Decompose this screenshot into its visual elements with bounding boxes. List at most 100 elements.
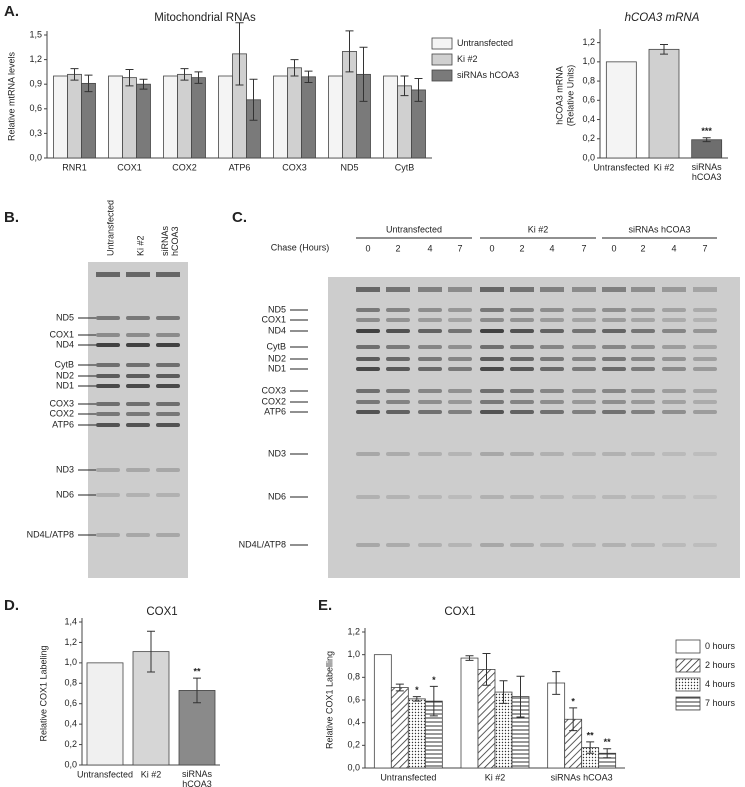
gel-band — [572, 329, 596, 333]
significance: *** — [701, 126, 712, 136]
gel-band — [572, 495, 596, 499]
gel-band — [602, 400, 626, 404]
error-bar — [345, 30, 354, 73]
gel-band — [602, 357, 626, 361]
gel-band — [356, 410, 380, 414]
y-axis-label: (Relative Units) — [565, 65, 575, 127]
chart-title: hCOA3 mRNA — [625, 12, 700, 24]
gel-band — [480, 357, 504, 361]
error-bar — [304, 70, 313, 84]
gel-band — [126, 402, 150, 406]
legend-label: 0 hours — [705, 641, 736, 651]
gel-band — [356, 400, 380, 404]
gel-band — [156, 343, 180, 347]
gel-band — [631, 400, 655, 404]
y-tick-label: 0,4 — [64, 719, 77, 729]
significance: * — [415, 685, 419, 695]
gel-band — [540, 400, 564, 404]
lane-label: 4 — [427, 243, 432, 253]
y-tick-label: 0,0 — [582, 152, 595, 162]
gel-band — [540, 357, 564, 361]
gel-band — [693, 345, 717, 349]
gel-band — [386, 287, 410, 292]
error-bar — [249, 78, 258, 121]
gel-band — [693, 400, 717, 404]
gel-band — [418, 495, 442, 499]
gel-band — [156, 533, 180, 537]
gel-band — [510, 452, 534, 456]
gel-band — [356, 287, 380, 292]
gel-band — [386, 495, 410, 499]
gel-band — [356, 543, 380, 547]
gel-band — [540, 287, 564, 292]
gel-band — [510, 318, 534, 322]
gel-band — [126, 374, 150, 378]
y-tick-label: 0,6 — [29, 103, 42, 113]
band-label: ND5 — [56, 312, 74, 322]
band-label: ND5 — [268, 304, 286, 314]
gel-band — [96, 384, 120, 388]
x-tick-label: siRNAs hCOA3 — [551, 772, 613, 782]
error-bar — [569, 707, 578, 732]
error-bar — [499, 680, 508, 704]
gel-band — [386, 389, 410, 393]
error-bar — [482, 653, 491, 686]
error-bar — [194, 71, 203, 84]
bar — [177, 73, 192, 159]
gel-band — [572, 345, 596, 349]
y-tick-label: 1,2 — [347, 626, 360, 636]
bar — [373, 654, 392, 769]
legend-swatch — [431, 53, 453, 66]
gel-band — [96, 533, 120, 537]
gel-band — [540, 543, 564, 547]
bar — [81, 82, 96, 159]
band-label: COX2 — [261, 396, 286, 406]
y-tick-label: 0,0 — [29, 152, 42, 162]
bar — [605, 61, 637, 159]
gel-band — [572, 543, 596, 547]
gel-band — [356, 329, 380, 333]
gel-band — [448, 543, 472, 547]
bar — [383, 75, 398, 159]
error-bar — [603, 748, 612, 759]
bar — [122, 77, 137, 159]
gel-band — [418, 308, 442, 312]
gel-band — [693, 543, 717, 547]
gel-band — [510, 543, 534, 547]
bar — [397, 85, 412, 159]
gel-band — [480, 329, 504, 333]
bar — [328, 75, 343, 159]
gel-band — [96, 343, 120, 347]
gel-band — [156, 272, 180, 277]
lane-label: 0 — [489, 243, 494, 253]
y-tick-label: 0,8 — [582, 75, 595, 85]
x-tick-label: siRNAs hCOA3 — [182, 769, 213, 787]
lane-label: Ki #2 — [135, 235, 145, 256]
gel-band — [602, 367, 626, 371]
gel-band — [448, 287, 472, 292]
gel-band — [510, 308, 534, 312]
gel-band — [386, 543, 410, 547]
gel-band — [156, 493, 180, 497]
y-axis-label: Relative mtRNA levels — [6, 51, 16, 141]
gel-band — [631, 345, 655, 349]
x-tick-label: ATP6 — [229, 162, 251, 172]
gel-band — [418, 543, 442, 547]
gel-band — [448, 329, 472, 333]
gel-band — [540, 452, 564, 456]
group-label: Untransfected — [386, 224, 442, 234]
y-tick-label: 0,2 — [347, 740, 360, 750]
gel-band — [602, 345, 626, 349]
gel-band — [662, 400, 686, 404]
gel-band — [662, 495, 686, 499]
lane-label: 0 — [365, 243, 370, 253]
lane-label: 4 — [671, 243, 676, 253]
bar — [287, 67, 302, 159]
gel-band — [480, 318, 504, 322]
y-tick-label: 0,6 — [64, 698, 77, 708]
chart-title: COX1 — [146, 606, 177, 618]
gel-band — [510, 287, 534, 292]
error-bar — [84, 74, 93, 93]
legend-swatch — [675, 696, 701, 711]
legend-label: Ki #2 — [457, 54, 478, 64]
